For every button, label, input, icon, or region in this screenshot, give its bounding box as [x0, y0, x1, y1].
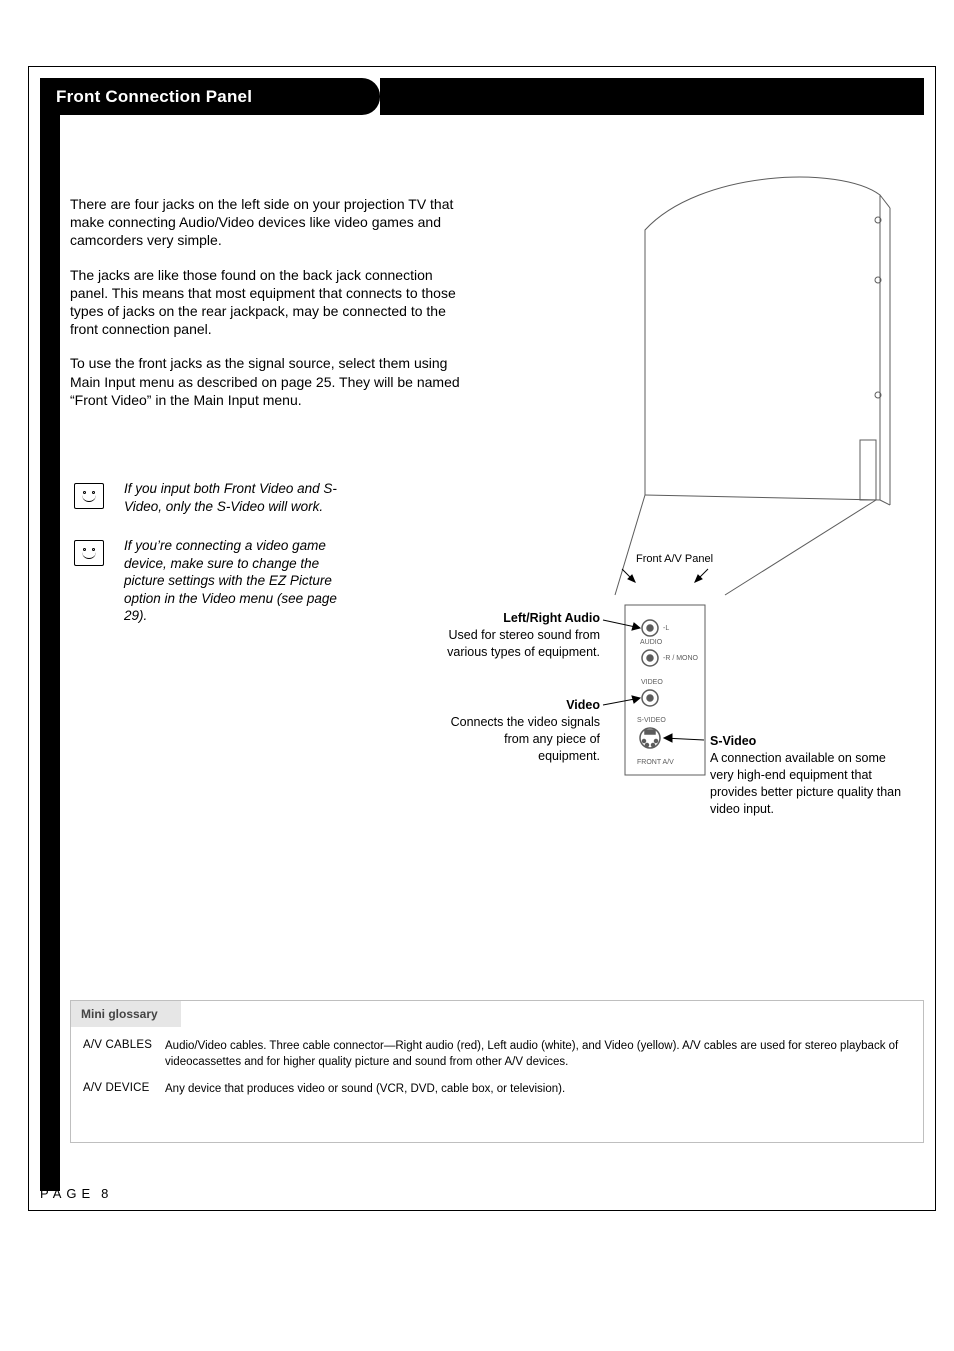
- callout-title: Video: [440, 697, 600, 714]
- note: If you input both Front Video and S-Vide…: [74, 480, 344, 515]
- note: If you’re connecting a video game device…: [74, 537, 344, 625]
- glossary-def: Audio/Video cables. Three cable connecto…: [165, 1039, 911, 1070]
- footer-label: PAGE: [40, 1186, 95, 1201]
- page-footer: PAGE 8: [40, 1186, 108, 1201]
- glossary-def: Any device that produces video or sound …: [165, 1082, 911, 1098]
- glossary-heading: Mini glossary: [71, 1001, 181, 1027]
- glossary-term: A/V CABLES: [83, 1039, 155, 1070]
- jack-label: -R / MONO: [663, 655, 699, 662]
- page-title: Front Connection Panel: [40, 78, 380, 115]
- body-copy: There are four jacks on the left side on…: [70, 195, 460, 425]
- paragraph: The jacks are like those found on the ba…: [70, 266, 460, 339]
- jack-label: AUDIO: [640, 639, 663, 646]
- callout-desc: A connection available on some very high…: [710, 750, 910, 818]
- footer-page-number: 8: [101, 1186, 108, 1201]
- glossary: Mini glossary A/V CABLES Audio/Video cab…: [70, 1000, 924, 1143]
- callout-desc: Connects the video signals from any piec…: [440, 714, 600, 765]
- callout-video: Video Connects the video signals from an…: [440, 697, 600, 765]
- callout-title: S-Video: [710, 733, 910, 750]
- glossary-term: A/V DEVICE: [83, 1082, 155, 1098]
- paragraph: There are four jacks on the left side on…: [70, 195, 460, 250]
- left-rail: [40, 115, 60, 1191]
- diagram: -L AUDIO -R / MONO VIDEO S-VIDEO FRONT A…: [440, 150, 920, 850]
- jack-label: FRONT A/V: [637, 759, 674, 766]
- panel-label: Front A/V Panel: [636, 553, 713, 565]
- callout-desc: Used for stereo sound from various types…: [440, 627, 600, 661]
- smiley-icon: [74, 540, 104, 566]
- glossary-row: A/V CABLES Audio/Video cables. Three cab…: [83, 1039, 911, 1070]
- callout-audio: Left/Right Audio Used for stereo sound f…: [440, 610, 600, 661]
- note-text: If you input both Front Video and S-Vide…: [124, 480, 344, 515]
- callout-title: Left/Right Audio: [440, 610, 600, 627]
- note-text: If you’re connecting a video game device…: [124, 537, 344, 625]
- jack-label: S-VIDEO: [637, 717, 666, 724]
- glossary-row: A/V DEVICE Any device that produces vide…: [83, 1082, 911, 1098]
- jack-label: VIDEO: [641, 679, 663, 686]
- glossary-body: A/V CABLES Audio/Video cables. Three cab…: [71, 1027, 923, 1142]
- smiley-icon: [74, 483, 104, 509]
- paragraph: To use the front jacks as the signal sou…: [70, 354, 460, 409]
- jack-label: -L: [663, 625, 669, 632]
- callout-svideo: S-Video A connection available on some v…: [710, 733, 910, 817]
